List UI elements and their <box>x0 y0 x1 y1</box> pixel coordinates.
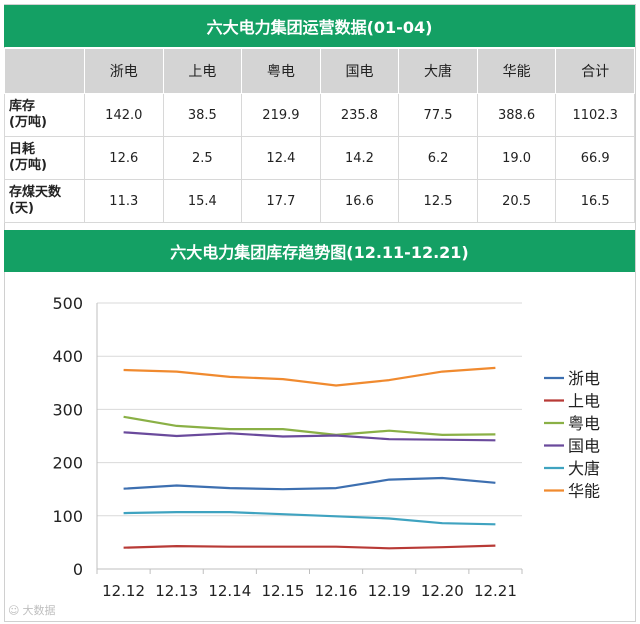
row-unit: (万吨) <box>9 158 47 173</box>
table-row: 库存 (万吨) 142.0 38.5 219.9 235.8 77.5 388.6… <box>4 93 635 137</box>
column-header: 国电 <box>319 48 400 94</box>
x-tick-label: 12.21 <box>474 582 517 600</box>
column-header: 粤电 <box>241 48 321 94</box>
table-row: 日耗 (万吨) 12.6 2.5 12.4 14.2 6.2 19.0 66.9 <box>4 136 635 180</box>
chart-title: 六大电力集团库存趋势图(12.11-12.21) <box>4 230 635 272</box>
table-cell: 219.9 <box>241 93 321 137</box>
row-label: 库存 (万吨) <box>4 93 85 137</box>
y-tick-label: 200 <box>52 454 83 473</box>
row-unit: (天) <box>9 201 34 216</box>
series-line <box>123 431 496 442</box>
x-tick-label: 12.19 <box>368 582 411 600</box>
legend-label: 浙电 <box>568 369 600 388</box>
series-line <box>123 511 496 526</box>
x-axis: 12.12 12.13 12.14 12.15 12.16 12.19 12.20 12.21 <box>96 568 523 600</box>
y-tick-label: 500 <box>52 294 83 313</box>
operations-table: 浙电 上电 粤电 国电 大唐 华能 合计 库存 (万吨) 142.0 38.5 2… <box>4 48 635 223</box>
table-cell: 66.9 <box>555 136 635 180</box>
y-tick-label: 0 <box>73 560 83 579</box>
table-cell: 19.0 <box>476 136 557 180</box>
legend-label: 粤电 <box>568 414 600 433</box>
y-tick-label: 300 <box>52 400 83 419</box>
table-header-row: 浙电 上电 粤电 国电 大唐 华能 合计 <box>4 48 635 94</box>
watermark: ☺ 大数据 <box>8 602 55 618</box>
x-tick-label: 12.14 <box>208 582 251 600</box>
table-cell: 15.4 <box>162 179 243 223</box>
table-cell: 142.0 <box>84 93 164 137</box>
x-tick-label: 12.13 <box>155 582 198 600</box>
series-line <box>123 415 496 436</box>
column-header: 浙电 <box>84 48 164 94</box>
operations-title-text: 六大电力集团运营数据(01-04) <box>206 18 433 37</box>
table-cell: 11.3 <box>84 179 164 223</box>
legend-label: 华能 <box>568 482 600 501</box>
column-header: 上电 <box>162 48 243 94</box>
table-cell: 12.6 <box>84 136 164 180</box>
table-cell: 12.5 <box>398 179 478 223</box>
row-label: 存煤天数 (天) <box>4 179 85 223</box>
inventory-trend-chart: 0 100 200 300 400 500 12.12 12.13 12.14 12.15 12.… <box>4 273 635 620</box>
series-line <box>123 476 496 491</box>
chart-title-text: 六大电力集团库存趋势图(12.11-12.21) <box>170 243 469 262</box>
column-header: 华能 <box>476 48 557 94</box>
table-row: 存煤天数 (天) 11.3 15.4 17.7 16.6 12.5 20.5 16… <box>4 179 635 223</box>
table-corner-cell <box>4 48 85 94</box>
table-cell: 16.5 <box>555 179 635 223</box>
column-header: 合计 <box>555 48 635 94</box>
table-cell: 77.5 <box>398 93 478 137</box>
y-axis: 0 100 200 300 400 500 <box>52 294 98 579</box>
legend-label: 上电 <box>568 392 600 411</box>
table-cell: 12.4 <box>241 136 321 180</box>
table-cell: 20.5 <box>476 179 557 223</box>
y-tick-label: 100 <box>52 507 83 526</box>
legend-label: 国电 <box>568 437 600 456</box>
table-cell: 2.5 <box>162 136 243 180</box>
table-cell: 14.2 <box>319 136 400 180</box>
series-line <box>123 366 496 387</box>
chart-gridlines <box>97 302 522 517</box>
chart-series <box>123 366 496 550</box>
row-unit: (万吨) <box>9 115 47 130</box>
watermark-text: 大数据 <box>22 604 56 617</box>
x-tick-label: 12.12 <box>102 582 145 600</box>
x-tick-label: 12.15 <box>261 582 304 600</box>
series-line <box>123 544 496 550</box>
weibo-icon: ☺ <box>8 603 20 617</box>
x-tick-label: 12.16 <box>315 582 358 600</box>
table-cell: 388.6 <box>476 93 557 137</box>
column-header: 大唐 <box>398 48 478 94</box>
row-label-text: 库存 <box>9 99 36 114</box>
table-cell: 235.8 <box>319 93 400 137</box>
row-label: 日耗 (万吨) <box>4 136 85 180</box>
table-cell: 16.6 <box>319 179 400 223</box>
table-cell: 1102.3 <box>555 93 635 137</box>
row-label-text: 存煤天数 <box>9 185 62 200</box>
x-tick-label: 12.20 <box>421 582 464 600</box>
operations-title: 六大电力集团运营数据(01-04) <box>4 5 635 47</box>
table-cell: 38.5 <box>162 93 243 137</box>
table-cell: 17.7 <box>241 179 321 223</box>
y-tick-label: 400 <box>52 347 83 366</box>
table-cell: 6.2 <box>398 136 478 180</box>
row-label-text: 日耗 <box>9 142 36 157</box>
legend-label: 大唐 <box>568 459 600 478</box>
